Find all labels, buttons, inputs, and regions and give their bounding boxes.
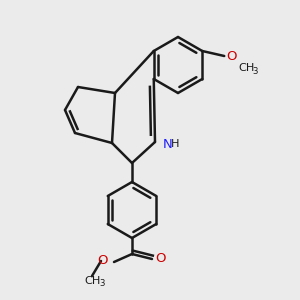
Text: O: O	[226, 50, 237, 62]
Text: CH: CH	[238, 63, 255, 73]
Text: H: H	[171, 139, 179, 149]
Text: CH: CH	[84, 276, 101, 286]
Text: O: O	[155, 253, 166, 266]
Text: N: N	[163, 137, 173, 151]
Text: 3: 3	[99, 280, 104, 289]
Text: 3: 3	[252, 67, 258, 76]
Text: O: O	[97, 254, 107, 266]
